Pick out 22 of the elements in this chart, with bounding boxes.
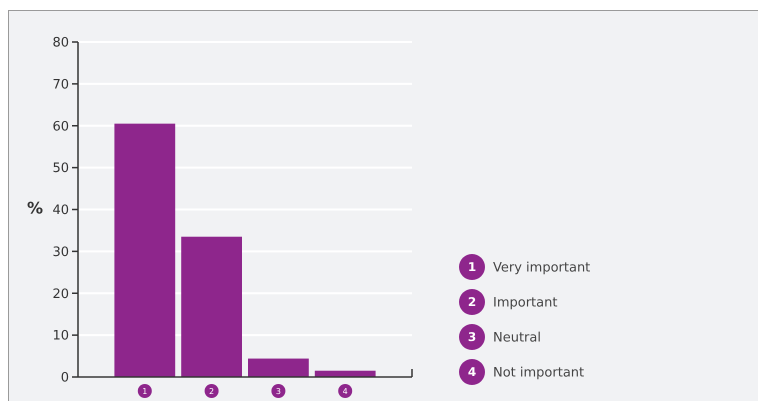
- y-tick-label: 50: [52, 161, 69, 176]
- x-tick-label: 2: [209, 386, 214, 396]
- y-tick-label: 60: [52, 119, 69, 134]
- category-label: 1: [468, 260, 476, 274]
- y-tick-label: 80: [52, 36, 69, 51]
- text: Not important: [493, 366, 584, 381]
- category-label: 3: [468, 330, 476, 344]
- category-label: 2: [468, 295, 476, 310]
- y-tick-label: 30: [52, 244, 69, 260]
- x-tick-label: 3: [276, 386, 281, 396]
- y-tick-label: 0: [60, 370, 69, 386]
- text: Very important: [493, 260, 590, 276]
- x-tick-label: 4: [342, 386, 348, 396]
- text: Important: [493, 296, 558, 311]
- category-label: 4: [468, 365, 476, 380]
- x-tick-label: 1: [142, 386, 148, 396]
- y-tick-label: 40: [52, 203, 69, 218]
- y-tick-label: 70: [52, 77, 69, 92]
- text: Neutral: [493, 330, 541, 346]
- y-tick-label: 10: [52, 328, 69, 344]
- y-axis-title: %: [26, 198, 44, 218]
- y-tick-label: 20: [52, 286, 69, 302]
